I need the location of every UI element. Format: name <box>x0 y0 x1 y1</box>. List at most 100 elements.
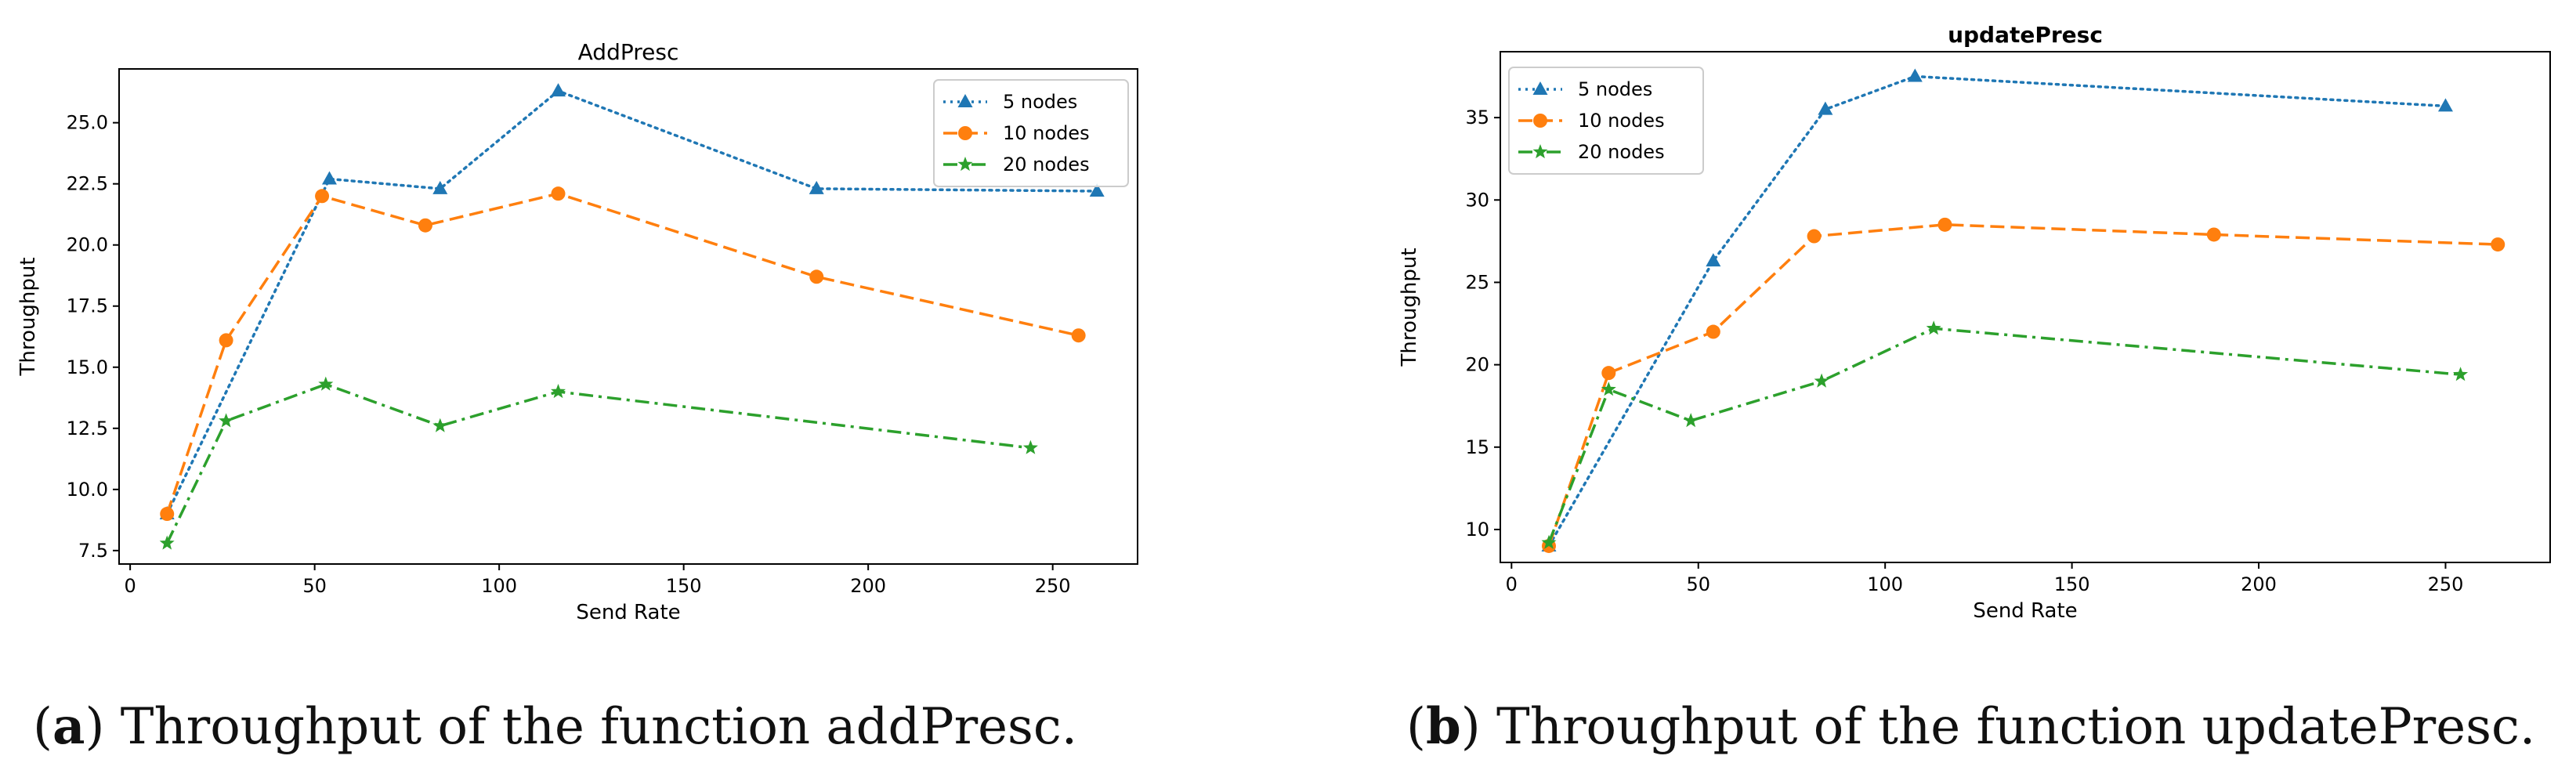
series-line <box>165 382 1031 544</box>
y-tick-label: 22.5 <box>67 173 108 195</box>
data-point <box>159 535 175 550</box>
caption-a-text: Throughput of the function addPresc. <box>104 698 1078 756</box>
y-tick-label: 20.0 <box>67 234 108 256</box>
data-point <box>1541 534 1557 549</box>
series-line <box>165 89 1098 515</box>
x-tick-label: 250 <box>2428 573 2464 595</box>
series-line <box>1547 327 2461 544</box>
legend-swatch-marker <box>958 126 972 140</box>
series-20-nodes <box>1541 320 2469 549</box>
caption-a-open-paren: ( <box>33 698 52 756</box>
legend-entry-label: 20 nodes <box>1578 141 1665 163</box>
chart-title: AddPresc <box>578 39 679 65</box>
legend: 5 nodes 10 nodes 20 nodes <box>1508 67 1704 175</box>
caption-a-label: a <box>52 697 85 756</box>
legend: 5 nodes 10 nodes 20 nodes <box>933 79 1129 187</box>
data-point <box>1937 217 1952 232</box>
data-point <box>1926 320 1941 335</box>
legend-box <box>933 79 1129 187</box>
y-tick-label: 25 <box>1465 271 1489 293</box>
axes-frame <box>1500 51 2551 563</box>
legend-swatch-marker <box>1532 144 1548 159</box>
data-point <box>551 186 566 201</box>
data-point <box>1706 324 1720 339</box>
data-point <box>1807 229 1822 244</box>
x-tick-label: 150 <box>2054 573 2090 595</box>
caption-b-label: b <box>1425 697 1461 756</box>
caption-a: (a) Throughput of the function addPresc. <box>33 697 1077 756</box>
y-tick-label: 10.0 <box>67 479 108 501</box>
x-tick-label: 200 <box>2241 573 2277 595</box>
data-point <box>551 83 566 97</box>
legend-swatch-marker <box>957 157 973 172</box>
data-point <box>1089 183 1105 197</box>
data-point <box>160 507 175 522</box>
caption-b-open-paren: ( <box>1406 698 1426 756</box>
x-axis-label: Send Rate <box>576 601 680 624</box>
caption-b: (b) Throughput of the function updatePre… <box>1406 697 2535 756</box>
data-point <box>1814 373 1829 388</box>
legend-entry-label: 5 nodes <box>1003 91 1077 113</box>
series-10-nodes <box>1541 217 2505 553</box>
caption-b-close-paren: ) <box>1460 698 1481 756</box>
y-tick-label: 25.0 <box>67 112 108 134</box>
data-point <box>1683 413 1699 428</box>
legend-swatch-marker <box>1533 114 1547 128</box>
legend-entry-label: 10 nodes <box>1578 110 1665 132</box>
x-tick-label: 0 <box>1506 573 1518 595</box>
data-point <box>219 333 233 348</box>
data-point <box>418 218 432 233</box>
data-point <box>809 269 824 284</box>
y-tick-label: 20 <box>1465 354 1489 376</box>
x-axis-label: Send Rate <box>1973 599 2077 623</box>
y-tick-label: 12.5 <box>67 418 108 439</box>
x-tick-label: 0 <box>124 575 136 597</box>
chart-addpresc: AddPresc 0 50 100 150 200 250 7.5 10.0 12.5 15.0 17… <box>16 39 1138 624</box>
data-point <box>2453 367 2469 381</box>
data-point <box>1601 381 1616 396</box>
legend-entry-label: 20 nodes <box>1003 154 1090 175</box>
data-point <box>1818 101 1833 115</box>
y-axis-label: Throughput <box>1398 248 1421 367</box>
data-point <box>2206 227 2221 242</box>
y-tick-label: 30 <box>1465 189 1489 211</box>
data-point <box>315 189 330 204</box>
caption-a-close-paren: ) <box>85 698 105 756</box>
y-tick-label: 7.5 <box>78 540 108 562</box>
y-tick-label: 10 <box>1465 519 1489 541</box>
x-tick-label: 100 <box>1867 573 1903 595</box>
data-point <box>2491 237 2505 252</box>
y-tick-label: 15.0 <box>67 356 108 378</box>
legend-entry-label: 5 nodes <box>1578 78 1652 100</box>
data-point <box>1071 328 1086 343</box>
data-point <box>551 384 566 399</box>
x-tick-label: 100 <box>481 575 517 597</box>
data-point <box>2437 98 2453 112</box>
legend-swatch-marker <box>957 94 973 107</box>
data-point <box>432 180 448 194</box>
y-axis-label: Throughput <box>16 257 40 376</box>
data-point <box>1907 68 1923 82</box>
series-10-nodes <box>160 186 1086 522</box>
axes-frame <box>118 68 1138 565</box>
x-tick-label: 50 <box>1686 573 1710 595</box>
x-tick-label: 50 <box>302 575 327 597</box>
data-point <box>1601 366 1616 381</box>
data-point <box>1022 439 1038 454</box>
legend-box <box>1508 67 1704 175</box>
data-point <box>809 180 824 194</box>
x-tick-label: 250 <box>1035 575 1071 597</box>
legend-swatch-marker <box>1532 81 1548 95</box>
x-tick-label: 150 <box>666 575 702 597</box>
series-line <box>1547 223 2498 547</box>
caption-b-text: Throughput of the function updatePresc. <box>1480 698 2536 756</box>
y-tick-label: 17.5 <box>67 295 108 317</box>
x-tick-label: 200 <box>850 575 886 597</box>
data-point <box>432 418 448 432</box>
legend-entry-label: 10 nodes <box>1003 122 1090 144</box>
chart-updatepresc: updatePresc 0 50 100 150 200 250 10 15 20 25 30 35 Se… <box>1398 22 2551 623</box>
y-tick-label: 35 <box>1465 107 1489 128</box>
chart-title: updatePresc <box>1948 22 2103 48</box>
data-point <box>321 171 337 185</box>
